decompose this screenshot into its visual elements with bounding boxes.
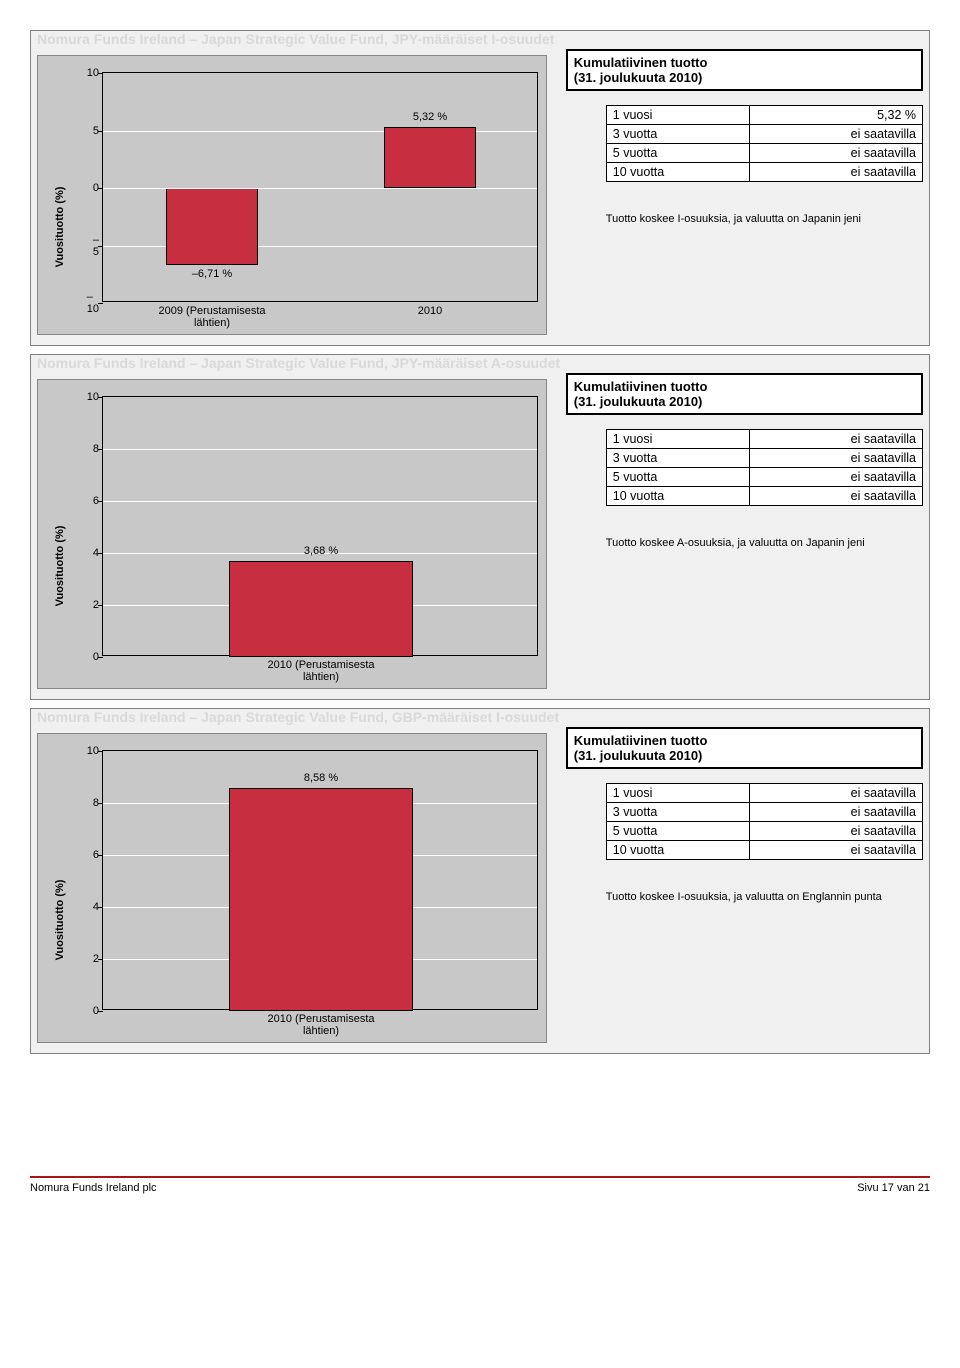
bar-label: 3,68 % — [304, 545, 338, 557]
value-cell: ei saatavilla — [749, 430, 922, 449]
period-cell: 3 vuotta — [606, 449, 749, 468]
section-title: Nomura Funds Ireland – Japan Strategic V… — [31, 709, 929, 727]
table-row: 10 vuottaei saatavilla — [606, 163, 922, 182]
period-cell: 5 vuotta — [606, 822, 749, 841]
cumulative-return-box: Kumulatiivinen tuotto(31. joulukuuta 201… — [566, 373, 923, 415]
period-cell: 3 vuotta — [606, 803, 749, 822]
value-cell: ei saatavilla — [749, 163, 922, 182]
value-cell: ei saatavilla — [749, 449, 922, 468]
bar-label: 8,58 % — [304, 772, 338, 784]
x-tick: 2010 (Perustamisestalähtien) — [268, 1009, 375, 1037]
x-tick: 2010 — [418, 301, 442, 317]
bar-label: 5,32 % — [413, 111, 447, 123]
returns-table: 1 vuosi5,32 %3 vuottaei saatavilla5 vuot… — [606, 105, 923, 182]
footer-right: Sivu 17 van 21 — [857, 1182, 930, 1194]
table-row: 5 vuottaei saatavilla — [606, 144, 922, 163]
section-title: Nomura Funds Ireland – Japan Strategic V… — [31, 31, 929, 49]
period-cell: 5 vuotta — [606, 468, 749, 487]
value-cell: ei saatavilla — [749, 822, 922, 841]
table-row: 5 vuottaei saatavilla — [606, 822, 922, 841]
returns-table: 1 vuosiei saatavilla3 vuottaei saatavill… — [606, 429, 923, 506]
bar — [384, 127, 476, 188]
bar — [229, 561, 412, 657]
fund-section: Nomura Funds Ireland – Japan Strategic V… — [30, 30, 930, 346]
value-cell: ei saatavilla — [749, 784, 922, 803]
footnote: Tuotto koskee A-osuuksia, ja valuutta on… — [606, 536, 923, 550]
table-row: 1 vuosiei saatavilla — [606, 784, 922, 803]
value-cell: ei saatavilla — [749, 803, 922, 822]
table-row: 5 vuottaei saatavilla — [606, 468, 922, 487]
table-row: 1 vuosiei saatavilla — [606, 430, 922, 449]
value-cell: ei saatavilla — [749, 487, 922, 506]
period-cell: 1 vuosi — [606, 784, 749, 803]
value-cell: ei saatavilla — [749, 468, 922, 487]
cumulative-return-box: Kumulatiivinen tuotto(31. joulukuuta 201… — [566, 49, 923, 91]
x-tick: 2009 (Perustamisestalähtien) — [159, 301, 266, 329]
x-tick: 2010 (Perustamisestalähtien) — [268, 655, 375, 683]
period-cell: 10 vuotta — [606, 841, 749, 860]
period-cell: 1 vuosi — [606, 106, 749, 125]
value-cell: ei saatavilla — [749, 125, 922, 144]
chart: 02468108,58 %2010 (Perustamisestalähtien… — [37, 733, 547, 1043]
cumulative-return-box: Kumulatiivinen tuotto(31. joulukuuta 201… — [566, 727, 923, 769]
period-cell: 5 vuotta — [606, 144, 749, 163]
table-row: 1 vuosi5,32 % — [606, 106, 922, 125]
fund-section: Nomura Funds Ireland – Japan Strategic V… — [30, 354, 930, 700]
period-cell: 1 vuosi — [606, 430, 749, 449]
footer-left: Nomura Funds Ireland plc — [30, 1182, 157, 1194]
chart: 02468103,68 %2010 (Perustamisestalähtien… — [37, 379, 547, 689]
value-cell: ei saatavilla — [749, 841, 922, 860]
returns-table: 1 vuosiei saatavilla3 vuottaei saatavill… — [606, 783, 923, 860]
y-axis-label: Vuosituotto (%) — [54, 880, 66, 961]
table-row: 3 vuottaei saatavilla — [606, 125, 922, 144]
table-row: 10 vuottaei saatavilla — [606, 841, 922, 860]
bar-label: –6,71 % — [192, 268, 232, 280]
footnote: Tuotto koskee I-osuuksia, ja valuutta on… — [606, 890, 923, 904]
footnote: Tuotto koskee I-osuuksia, ja valuutta on… — [606, 212, 923, 226]
value-cell: ei saatavilla — [749, 144, 922, 163]
period-cell: 10 vuotta — [606, 163, 749, 182]
table-row: 3 vuottaei saatavilla — [606, 803, 922, 822]
bar — [166, 188, 258, 265]
section-title: Nomura Funds Ireland – Japan Strategic V… — [31, 355, 929, 373]
period-cell: 10 vuotta — [606, 487, 749, 506]
value-cell: 5,32 % — [749, 106, 922, 125]
y-axis-label: Vuosituotto (%) — [54, 187, 66, 268]
period-cell: 3 vuotta — [606, 125, 749, 144]
y-axis-label: Vuosituotto (%) — [54, 526, 66, 607]
table-row: 10 vuottaei saatavilla — [606, 487, 922, 506]
bar — [229, 788, 412, 1011]
table-row: 3 vuottaei saatavilla — [606, 449, 922, 468]
chart: –10–50510–6,71 %2009 (Perustamisestaläht… — [37, 55, 547, 335]
fund-section: Nomura Funds Ireland – Japan Strategic V… — [30, 708, 930, 1054]
